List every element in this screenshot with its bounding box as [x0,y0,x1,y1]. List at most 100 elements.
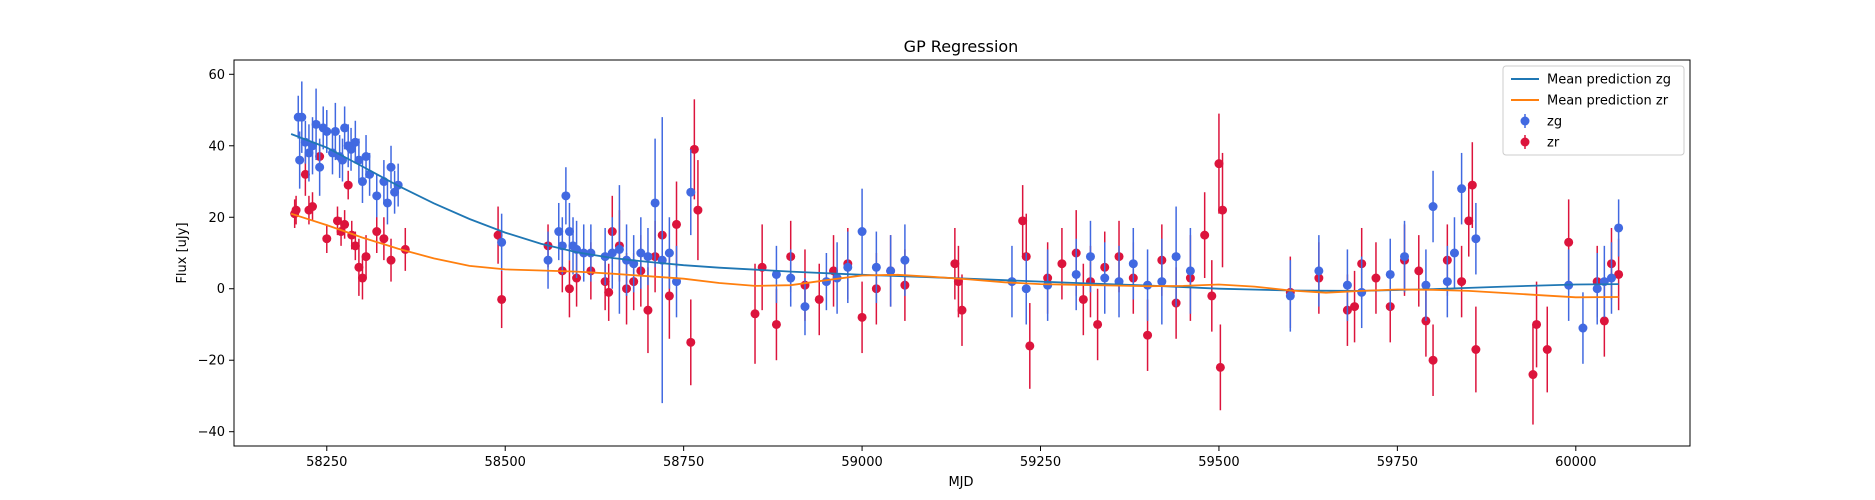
data-point-zg [340,123,350,133]
legend-label: Mean prediction zg [1547,73,1671,88]
data-point-zg [1342,280,1352,290]
data-point-zg [304,148,314,158]
legend-label: Mean prediction zr [1547,94,1669,109]
data-point-zg [350,137,360,147]
data-point-zg [543,255,553,265]
data-point-zr [950,259,960,269]
data-point-zg [586,248,596,258]
data-point-zg [771,269,781,279]
data-point-zr [1215,362,1225,372]
y-tick-label: 60 [208,68,225,83]
data-point-zg [1157,277,1167,287]
data-point-zg [1606,273,1616,283]
data-point-zg [354,155,364,165]
data-point-zr [1350,302,1360,312]
data-point-zg [561,191,571,201]
legend-swatch-point [1520,116,1530,126]
data-point-zg [1385,269,1395,279]
data-point-zr [361,252,371,262]
data-point-zg [650,198,660,208]
data-point-zr [372,227,382,237]
data-point-zr [1214,159,1224,169]
data-point-zr [386,255,396,265]
data-point-zg [1171,252,1181,262]
data-point-zg [390,187,400,197]
data-point-zr [1428,355,1438,365]
data-point-zg [1592,284,1602,294]
data-point-zr [564,284,574,294]
data-point-zr [1564,237,1574,247]
data-point-zg [607,248,617,258]
data-point-zr [300,169,310,179]
data-point-zr [354,262,364,272]
data-point-zg [372,191,382,201]
data-point-zr [1542,345,1552,354]
data-point-zr [957,305,967,315]
data-point-zr [857,312,867,322]
data-point-zg [386,162,396,172]
data-point-zg [1428,202,1438,212]
data-point-zg [357,177,367,187]
data-point-zg [821,277,831,287]
data-point-zg [564,227,574,237]
data-point-zg [1043,280,1053,290]
data-point-zg [297,112,307,122]
data-point-zg [311,119,321,129]
legend-box [1502,65,1685,156]
data-point-zg [346,144,356,154]
data-point-zg [886,266,896,276]
data-point-zr [693,205,703,215]
x-tick-label: 60000 [1555,455,1596,470]
data-point-zr [350,241,360,251]
data-point-zg [900,255,910,265]
x-tick-label: 59250 [1020,455,1061,470]
data-point-zr [379,234,389,244]
data-point-zg [1400,252,1410,262]
data-point-zg [1578,323,1588,333]
data-point-zr [1457,277,1467,287]
data-point-zr [1207,291,1217,301]
data-point-zg [1285,291,1295,301]
data-point-zr [340,219,350,229]
data-point-zr [332,216,342,226]
data-point-zg [1449,248,1459,258]
data-point-zr [1218,205,1228,215]
chart-title: GP Regression [904,37,1019,56]
data-point-zr [291,205,301,215]
data-point-zg [1442,277,1452,287]
x-tick-label: 58250 [306,455,347,470]
data-point-zg [1085,252,1095,262]
data-point-zr [672,219,682,229]
data-point-zg [636,248,646,258]
data-point-zg [1071,269,1081,279]
data-point-zg [664,248,674,258]
data-point-zg [1007,277,1017,287]
data-point-zg [1421,280,1431,290]
y-tick-label: −20 [198,354,225,369]
data-point-zg [1614,223,1624,233]
y-axis-label: Flux [uJy] [175,222,190,283]
data-point-zg [315,162,325,172]
data-point-zr [1599,316,1609,326]
data-point-zg [786,273,796,283]
data-point-zg [1021,284,1031,294]
data-point-zr [1414,266,1424,276]
data-point-zr [604,287,614,297]
x-tick-label: 58500 [485,455,526,470]
x-tick-label: 59500 [1198,455,1239,470]
data-point-zg [686,187,696,197]
data-point-zg [327,148,337,158]
plot-content [290,81,1624,425]
data-point-zr [497,294,507,304]
data-point-zr [357,273,367,283]
x-tick-label: 59750 [1377,455,1418,470]
legend-label: zg [1547,115,1562,130]
data-point-zr [1078,294,1088,304]
data-point-zr [1057,259,1067,269]
legend-label: zr [1547,136,1560,151]
data-point-zg [1100,273,1110,283]
mean-line-zr [290,212,1619,299]
data-point-zg [330,126,340,136]
data-point-zr [771,319,781,329]
data-point-zr [1532,319,1542,329]
